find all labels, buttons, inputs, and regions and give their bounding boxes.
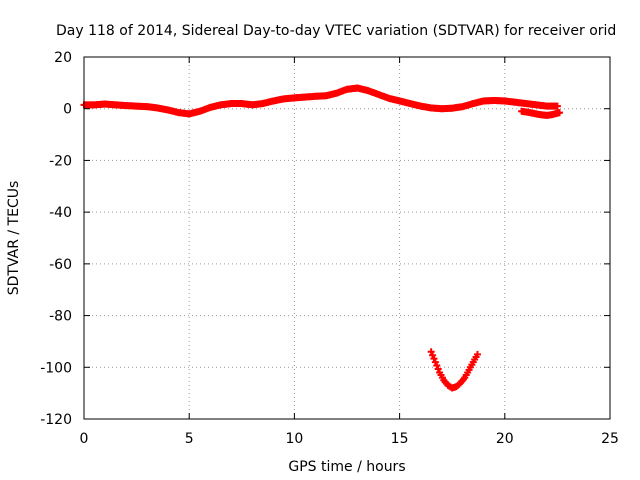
series-group (427, 348, 481, 392)
y-tick-label: -40 (49, 205, 72, 221)
chart-title: Day 118 of 2014, Sidereal Day-to-day VTE… (56, 23, 616, 39)
data-point (473, 350, 481, 358)
data-point (553, 102, 561, 110)
x-tick-label: 15 (391, 431, 409, 447)
plot-frame (83, 56, 611, 420)
y-tick-labels: 20 0 -20 -40 -60 -80 -100 -120 (40, 50, 72, 428)
x-tick-labels: 0 5 10 15 20 25 (80, 431, 619, 447)
x-tick-label: 20 (496, 431, 514, 447)
data-series (80, 84, 564, 392)
y-tick-label: -80 (49, 309, 72, 325)
y-tick-label: 20 (54, 50, 72, 66)
y-tick-label: -120 (40, 412, 72, 428)
x-tick-label: 0 (80, 431, 89, 447)
y-tick-label: -20 (49, 153, 72, 169)
x-tick-label: 5 (185, 431, 194, 447)
axis-ticks (83, 56, 611, 420)
x-tick-label: 25 (601, 431, 619, 447)
series-group (518, 107, 564, 119)
series-group (80, 84, 561, 118)
y-tick-label: 0 (63, 102, 72, 118)
y-tick-label: -100 (40, 360, 72, 376)
data-point (556, 109, 564, 117)
x-axis-label: GPS time / hours (288, 459, 405, 475)
x-tick-label: 10 (285, 431, 303, 447)
y-tick-label: -60 (49, 257, 72, 273)
y-axis-label: SDTVAR / TECUs (6, 181, 22, 296)
